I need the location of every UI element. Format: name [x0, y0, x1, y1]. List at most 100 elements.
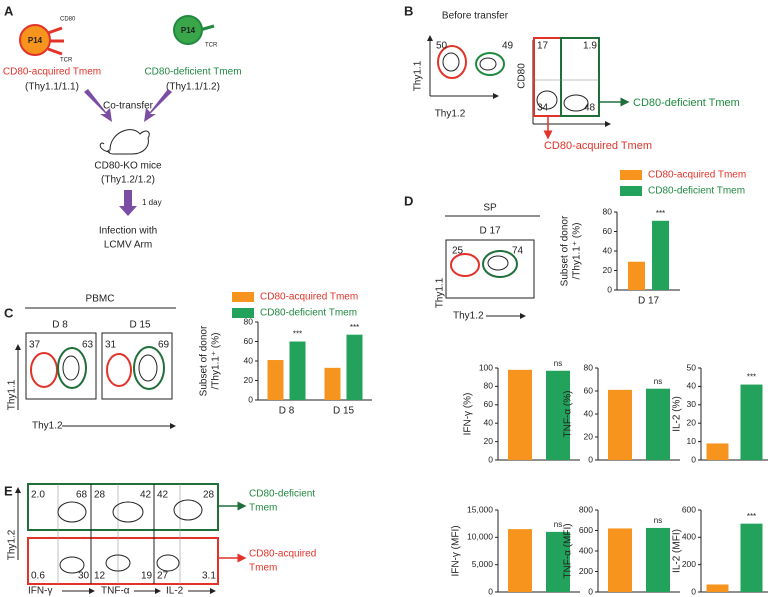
gate-value: 28: [203, 490, 215, 501]
axis-label: Thy1.2: [453, 311, 484, 322]
y-tick-label: 600: [579, 525, 593, 535]
y-tick-label: 60: [603, 226, 613, 236]
arrow-label: CD80-deficient Tmem: [633, 97, 740, 109]
y-tick-label: 0: [248, 394, 253, 404]
gate-value: 30: [78, 571, 90, 582]
y-tick-label: 400: [682, 532, 696, 542]
infection-label: LCMV Arm: [104, 240, 152, 251]
time-label: 1 day: [142, 198, 162, 207]
cell-name: CD80-acquired Tmem: [3, 67, 101, 78]
cell-label: P14: [28, 36, 43, 45]
y-tick-label: 20: [584, 431, 594, 441]
y-tick-label: 80: [603, 206, 613, 216]
gate-value: 25: [452, 246, 464, 257]
y-tick-label: 800: [579, 504, 593, 514]
marker-label: TCR: [60, 58, 73, 64]
y-tick-label: 20: [603, 265, 613, 275]
y-tick-label: 40: [687, 381, 697, 391]
day-label: D 8: [52, 320, 68, 331]
significance: ***: [656, 209, 665, 218]
y-tick-label: 30: [687, 399, 697, 409]
y-tick-label: 20: [484, 436, 494, 446]
significance: ***: [350, 323, 359, 332]
y-axis-label: TNF-α (MFI): [563, 523, 574, 578]
bar: [346, 334, 363, 400]
panel-label: D: [404, 193, 413, 208]
quadrant-value: 48: [584, 103, 596, 114]
bar: [646, 527, 670, 592]
y-tick-label: 60: [584, 385, 594, 395]
flow-b: Before transfer 50 49 Thy1.1 Thy1.2 17 1…: [413, 11, 740, 152]
axis-label: Thy1.2: [435, 109, 466, 120]
bar: [324, 367, 341, 400]
y-tick-label: 40: [584, 408, 594, 418]
bar: [508, 369, 532, 460]
significance: ns: [554, 359, 562, 368]
legend-swatch: [232, 308, 254, 318]
y-tick-label: 600: [682, 504, 696, 514]
cell-name: CD80-deficient Tmem: [144, 67, 241, 78]
y-tick-label: 40: [244, 355, 254, 365]
gate-value: 2.0: [31, 490, 45, 501]
legend-label: CD80-deficient Tmem: [648, 186, 745, 197]
y-tick-label: 200: [579, 566, 593, 576]
y-tick-label: 200: [682, 559, 696, 569]
axis-label: IL-2: [166, 586, 184, 597]
axis-label: Thy1.2: [7, 529, 18, 560]
day-label: D 17: [479, 226, 501, 237]
y-tick-label: 20: [687, 417, 697, 427]
panel-label: C: [4, 305, 14, 320]
gate-value: 49: [502, 41, 514, 52]
y-tick-label: 10,000: [467, 532, 493, 542]
quadrant-value: 34: [537, 103, 549, 114]
y-tick-label: 80: [484, 381, 494, 391]
bar: [740, 384, 763, 460]
gate-value: 42: [157, 490, 169, 501]
y-tick-label: 80: [584, 362, 594, 372]
arrow-label: CD80-acquired: [249, 549, 316, 560]
axis-label: Thy1.2: [32, 421, 63, 432]
bar: [740, 523, 763, 592]
axis-label: CD80: [517, 63, 528, 89]
flow-e: 2.0 68 28 42 42 28 0.6 30 12 19 27 3.1 T…: [7, 483, 316, 597]
gate-value: 68: [76, 490, 88, 501]
y-tick-label: 0: [691, 586, 696, 596]
gate-value: 37: [29, 340, 41, 351]
tissue-label: SP: [483, 203, 497, 214]
axis-label: Thy1.1: [413, 60, 424, 91]
y-tick-label: 400: [579, 545, 593, 555]
legend-swatch: [620, 186, 642, 196]
x-tick-label: D 15: [333, 406, 355, 417]
significance: ns: [554, 520, 562, 529]
bar: [652, 220, 669, 290]
panel-label: E: [4, 483, 13, 498]
y-tick-label: 0: [588, 454, 593, 464]
bar: [608, 528, 632, 592]
axis-label: IFN-γ: [28, 586, 52, 597]
flow-title: Before transfer: [442, 11, 509, 22]
y-tick-label: 0: [691, 454, 696, 464]
bar: [706, 443, 729, 460]
x-tick-label: D 17: [638, 296, 660, 307]
bar: [546, 370, 570, 460]
significance: ***: [747, 373, 756, 382]
arrow-label: CD80-deficient: [249, 489, 315, 500]
y-tick-label: 10: [687, 436, 697, 446]
bar: [267, 360, 284, 400]
bar: [706, 584, 729, 592]
gate-value: 63: [82, 340, 94, 351]
gate-value: 50: [436, 41, 448, 52]
y-tick-label: 80: [244, 316, 254, 326]
axis-label: Thy1.1: [435, 277, 446, 308]
y-tick-label: 40: [484, 417, 494, 427]
y-tick-label: 0: [488, 454, 493, 464]
significance: ns: [654, 516, 662, 525]
legend-label: CD80-acquired Tmem: [260, 292, 358, 303]
axis-label: Thy1.1: [7, 379, 18, 410]
gate-value: 0.6: [31, 571, 45, 582]
significance: ***: [293, 330, 302, 339]
y-tick-label: 20: [244, 375, 254, 385]
legend-label: CD80-deficient Tmem: [260, 308, 357, 319]
tissue-label: PBMC: [86, 294, 115, 305]
